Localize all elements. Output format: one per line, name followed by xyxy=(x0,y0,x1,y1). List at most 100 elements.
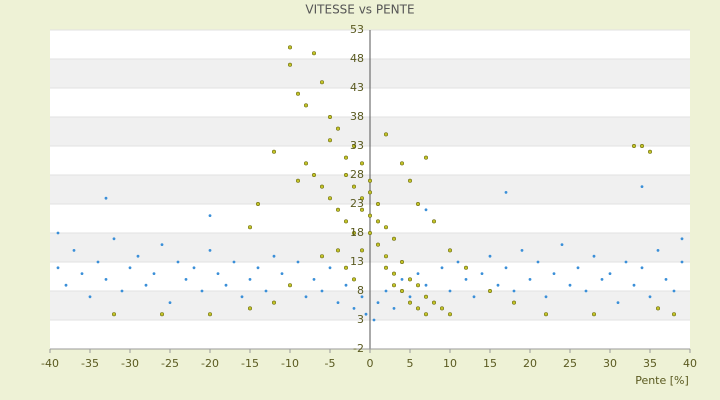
point xyxy=(584,289,588,293)
point xyxy=(343,219,348,224)
point xyxy=(304,295,308,299)
point xyxy=(576,266,580,270)
point xyxy=(343,155,348,160)
y-tick-label: 28 xyxy=(350,168,364,181)
point xyxy=(399,161,404,166)
point xyxy=(544,295,548,299)
point xyxy=(351,144,356,149)
point xyxy=(359,207,364,212)
point xyxy=(248,225,253,230)
x-tick-label: 10 xyxy=(443,357,457,370)
point xyxy=(128,266,132,270)
point xyxy=(383,132,388,137)
point xyxy=(480,272,484,275)
point xyxy=(256,266,260,270)
point xyxy=(680,237,684,241)
point xyxy=(351,277,356,282)
point xyxy=(616,301,620,304)
x-tick-label: 30 xyxy=(603,357,617,370)
point xyxy=(112,237,116,241)
point xyxy=(287,283,292,288)
point xyxy=(287,45,292,50)
x-tick-label: 15 xyxy=(483,357,497,370)
point xyxy=(488,254,492,258)
point xyxy=(464,278,468,281)
point xyxy=(528,278,532,281)
point xyxy=(648,295,652,299)
point xyxy=(224,283,228,287)
point xyxy=(463,265,468,270)
x-tick-label: -40 xyxy=(41,357,59,370)
point xyxy=(192,266,196,270)
point xyxy=(343,173,348,178)
point xyxy=(591,312,596,317)
y-tick-label: 53 xyxy=(350,23,364,36)
point xyxy=(383,254,388,259)
point xyxy=(104,278,108,281)
point xyxy=(680,260,684,264)
point xyxy=(391,283,396,288)
point xyxy=(536,260,540,264)
point xyxy=(319,80,324,85)
point xyxy=(423,155,428,160)
point xyxy=(80,272,84,275)
point xyxy=(104,196,108,200)
y-tick-label: 33 xyxy=(350,139,364,152)
point xyxy=(240,295,244,299)
point xyxy=(375,242,380,247)
point xyxy=(56,231,60,235)
point xyxy=(255,202,260,207)
point xyxy=(408,295,412,299)
point xyxy=(647,149,652,154)
point xyxy=(383,225,388,230)
point xyxy=(136,254,140,258)
point xyxy=(375,219,380,224)
point xyxy=(392,307,396,310)
point xyxy=(248,306,253,311)
point xyxy=(327,115,332,120)
point xyxy=(416,272,420,275)
point xyxy=(407,178,412,183)
point xyxy=(248,278,252,281)
point xyxy=(672,289,676,293)
point xyxy=(407,300,412,305)
point xyxy=(447,248,452,253)
point xyxy=(407,277,412,282)
point xyxy=(552,272,556,275)
point xyxy=(360,295,364,299)
point xyxy=(440,266,444,270)
point xyxy=(367,213,372,218)
point xyxy=(296,260,300,264)
point xyxy=(312,278,316,281)
point xyxy=(671,312,676,317)
point xyxy=(424,208,428,212)
point xyxy=(504,191,508,194)
y-tick-label: 48 xyxy=(350,52,364,65)
point xyxy=(168,301,172,304)
point xyxy=(423,294,428,299)
chart-title: VITESSE vs PENTE xyxy=(305,3,414,17)
point xyxy=(568,283,572,287)
point xyxy=(391,236,396,241)
point xyxy=(560,243,564,247)
point xyxy=(639,144,644,149)
point xyxy=(160,312,165,317)
point xyxy=(399,288,404,293)
point xyxy=(632,283,636,287)
point xyxy=(96,260,100,264)
point xyxy=(120,289,124,293)
y-tick-label: -2 xyxy=(353,342,364,355)
point xyxy=(152,272,156,275)
point xyxy=(336,301,340,304)
point xyxy=(144,283,148,287)
point xyxy=(327,196,332,201)
point xyxy=(352,307,356,310)
point xyxy=(391,271,396,276)
point xyxy=(367,190,372,195)
x-tick-label: 25 xyxy=(563,357,577,370)
point xyxy=(400,278,404,281)
point xyxy=(456,260,460,264)
x-tick-label: -35 xyxy=(81,357,99,370)
point xyxy=(280,272,284,275)
